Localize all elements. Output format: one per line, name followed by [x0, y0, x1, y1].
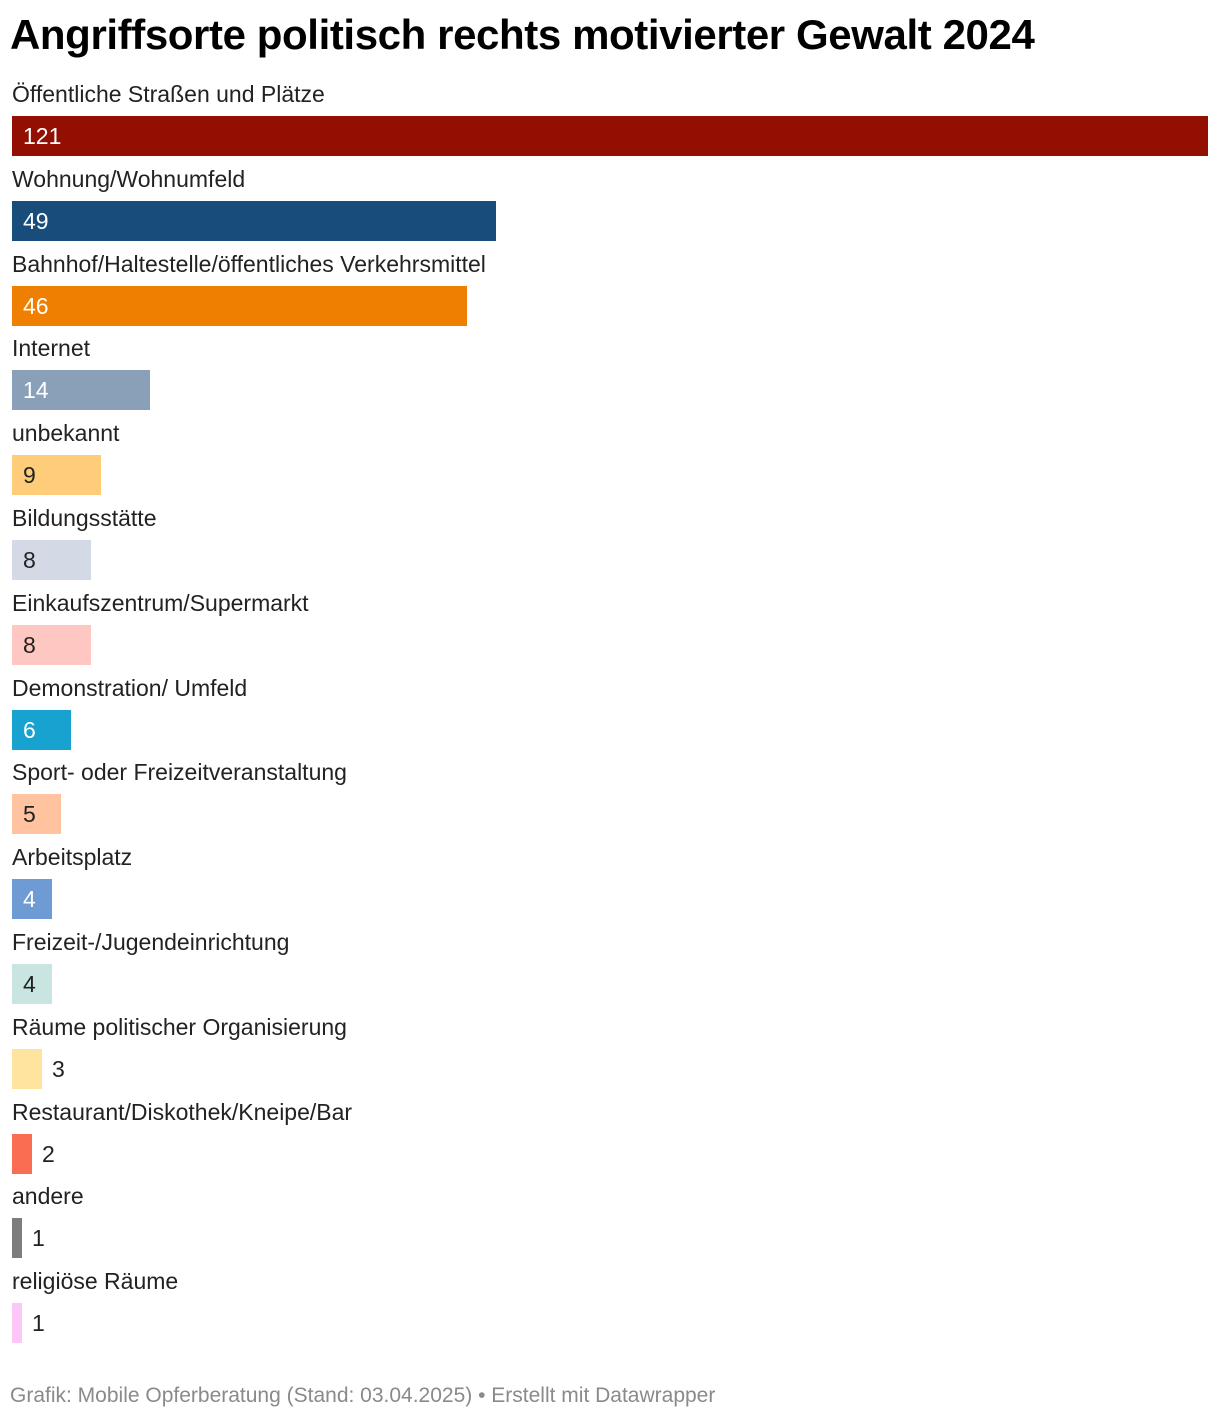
bar-value-label: 1 — [32, 1310, 45, 1336]
category-label: unbekannt — [12, 420, 120, 446]
category-label: Bahnhof/Haltestelle/öffentliches Verkehr… — [12, 251, 486, 277]
bar — [12, 625, 91, 665]
category-label: Wohnung/Wohnumfeld — [12, 166, 246, 192]
chart-title: Angriffsorte politisch rechts motivierte… — [10, 11, 1035, 58]
bar — [12, 370, 150, 410]
bar-value-label: 8 — [23, 547, 36, 573]
category-label: Internet — [12, 335, 90, 361]
bar-value-label: 1 — [32, 1225, 45, 1251]
bar-value-label: 8 — [23, 632, 36, 658]
bar — [12, 540, 91, 580]
bar-value-label: 121 — [23, 123, 62, 149]
category-label: Sport- oder Freizeitveranstaltung — [12, 759, 347, 785]
category-label: Freizeit-/Jugendeinrichtung — [12, 929, 290, 955]
bar-value-label: 46 — [23, 293, 49, 319]
bar-value-label: 2 — [42, 1141, 55, 1167]
bar — [12, 964, 52, 1004]
category-label: Räume politischer Organisierung — [12, 1014, 347, 1040]
category-label: Bildungsstätte — [12, 505, 157, 531]
category-label: Einkaufszentrum/Supermarkt — [12, 590, 309, 616]
bar — [12, 1303, 22, 1343]
category-label: Restaurant/Diskothek/Kneipe/Bar — [12, 1099, 353, 1125]
bar-chart: Öffentliche Straßen und Plätze 121 Wohnung… — [12, 81, 1208, 1343]
bar-value-label: 6 — [23, 717, 36, 743]
bar-value-label: 5 — [23, 801, 36, 827]
bar-value-label: 49 — [23, 208, 49, 234]
bar — [12, 1218, 22, 1258]
bar — [12, 116, 1208, 156]
category-label: Demonstration/ Umfeld — [12, 675, 248, 701]
source-footer: Grafik: Mobile Opferberatung (Stand: 03.… — [10, 1384, 716, 1407]
bar-value-label: 4 — [23, 886, 36, 912]
bar — [12, 1049, 42, 1089]
bar — [12, 455, 101, 495]
bar — [12, 1134, 32, 1174]
bar — [12, 710, 71, 750]
bar-value-label: 4 — [23, 971, 36, 997]
category-label: religiöse Räume — [12, 1268, 179, 1294]
category-label: Öffentliche Straßen und Plätze — [12, 81, 325, 107]
bar — [12, 794, 61, 834]
bar — [12, 201, 496, 241]
bar — [12, 286, 467, 326]
bar-value-label: 9 — [23, 462, 36, 488]
bar — [12, 879, 52, 919]
bar-value-label: 3 — [52, 1056, 65, 1082]
category-label: andere — [12, 1183, 84, 1209]
bar-value-label: 14 — [23, 377, 49, 403]
category-label: Arbeitsplatz — [12, 844, 133, 870]
